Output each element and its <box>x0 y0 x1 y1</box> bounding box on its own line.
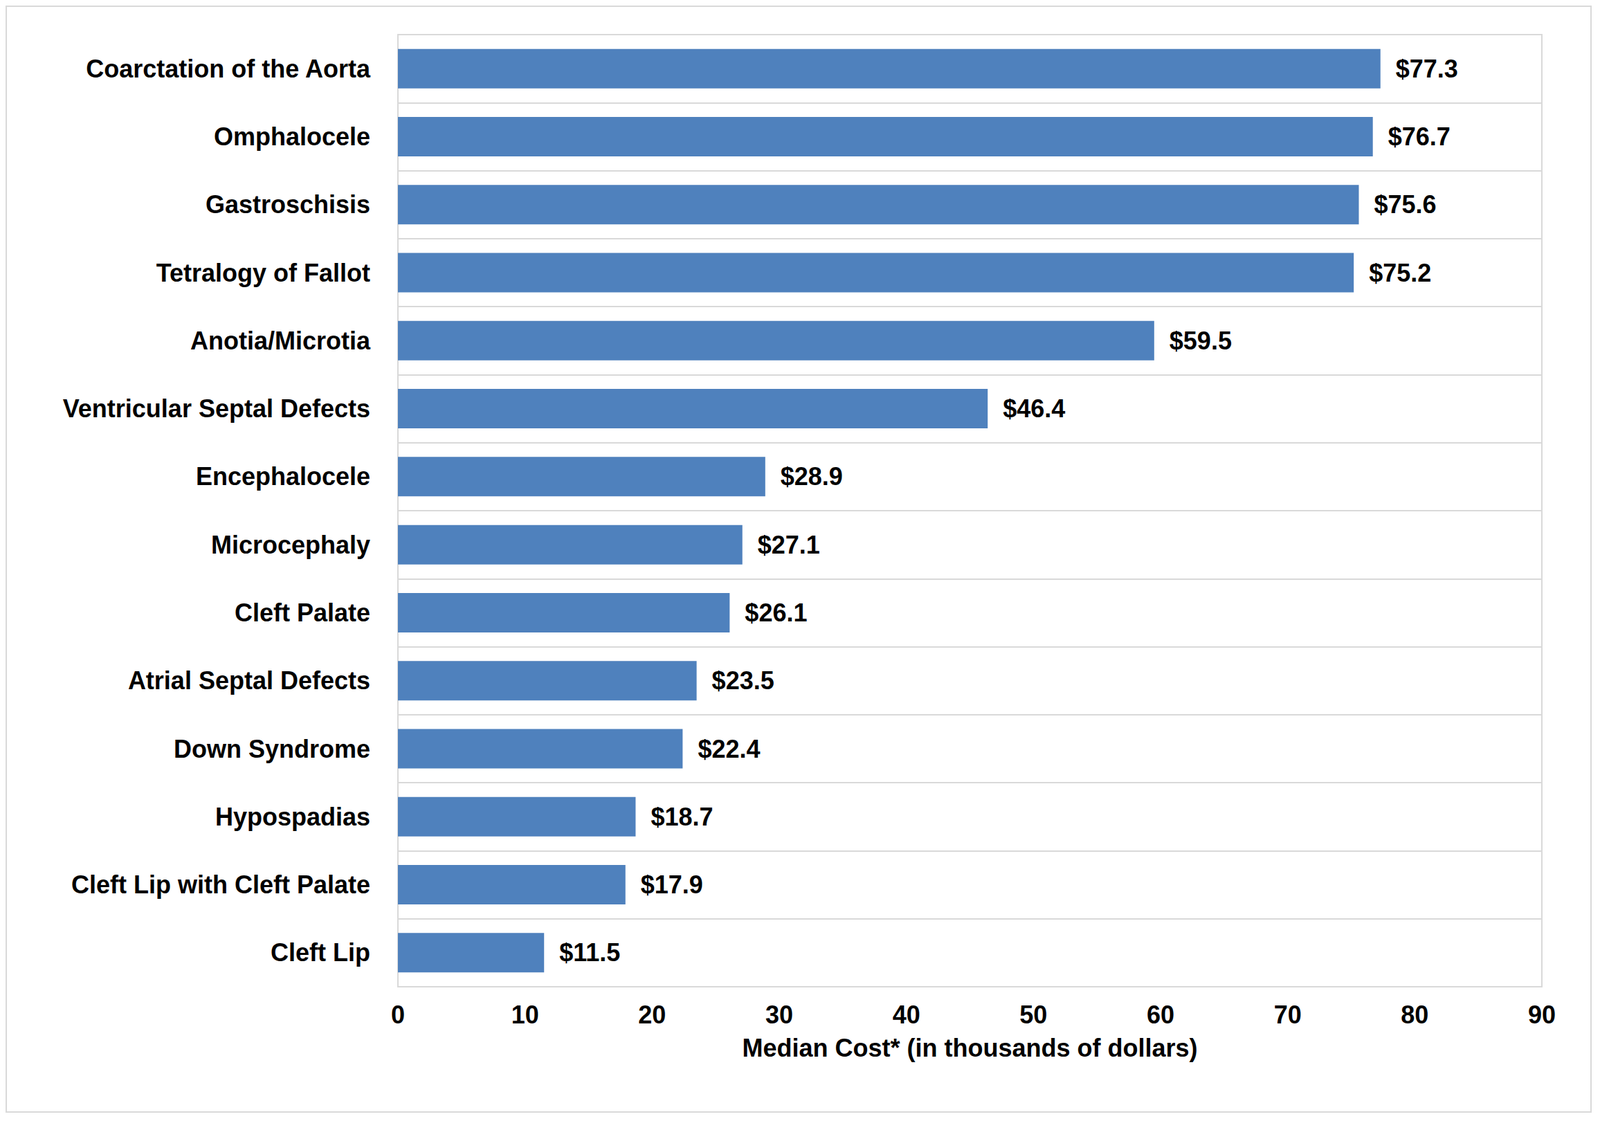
svg-text:Coarctation of the Aorta: Coarctation of the Aorta <box>85 54 371 84</box>
svg-text:$23.5: $23.5 <box>712 666 775 695</box>
svg-text:Cleft Palate: Cleft Palate <box>234 598 371 627</box>
svg-text:$75.6: $75.6 <box>1374 190 1437 219</box>
svg-text:10: 10 <box>511 1000 540 1030</box>
svg-text:Omphalocele: Omphalocele <box>213 122 371 151</box>
svg-text:Gastroschisis: Gastroschisis <box>205 190 371 219</box>
svg-text:Microcephaly: Microcephaly <box>211 530 371 560</box>
svg-text:Cleft Lip: Cleft Lip <box>270 938 371 967</box>
svg-text:Hypospadias: Hypospadias <box>215 802 371 832</box>
svg-text:70: 70 <box>1274 1000 1302 1030</box>
svg-text:$26.1: $26.1 <box>744 598 807 627</box>
svg-text:20: 20 <box>638 1000 666 1030</box>
svg-text:30: 30 <box>765 1000 794 1030</box>
svg-text:50: 50 <box>1019 1000 1048 1030</box>
svg-text:$59.5: $59.5 <box>1169 326 1232 356</box>
svg-text:Cleft Lip with Cleft Palate: Cleft Lip with Cleft Palate <box>71 870 371 899</box>
svg-text:Encephalocele: Encephalocele <box>195 462 371 491</box>
svg-text:$28.9: $28.9 <box>780 462 843 491</box>
svg-text:$17.9: $17.9 <box>640 870 704 899</box>
svg-text:60: 60 <box>1146 1000 1175 1030</box>
svg-text:$75.2: $75.2 <box>1368 258 1432 288</box>
svg-text:40: 40 <box>892 1000 921 1030</box>
svg-text:Anotia/Microtia: Anotia/Microtia <box>190 326 371 356</box>
svg-text:Median Cost* (in thousands of: Median Cost* (in thousands of dollars) <box>741 1033 1198 1063</box>
svg-text:$77.3: $77.3 <box>1395 54 1459 84</box>
svg-text:$11.5: $11.5 <box>559 938 621 967</box>
svg-text:Ventricular Septal Defects: Ventricular Septal Defects <box>62 394 371 423</box>
svg-text:Atrial Septal Defects: Atrial Septal Defects <box>128 666 371 695</box>
svg-text:0: 0 <box>391 1000 405 1030</box>
svg-text:Tetralogy of Fallot: Tetralogy of Fallot <box>156 258 371 288</box>
svg-text:$27.1: $27.1 <box>757 530 821 560</box>
svg-text:90: 90 <box>1528 1000 1556 1030</box>
svg-text:$76.7: $76.7 <box>1388 122 1451 151</box>
svg-text:80: 80 <box>1400 1000 1429 1030</box>
svg-text:Down Syndrome: Down Syndrome <box>173 734 371 764</box>
svg-text:$18.7: $18.7 <box>650 802 713 832</box>
svg-text:$46.4: $46.4 <box>1002 394 1066 423</box>
svg-text:$22.4: $22.4 <box>697 734 760 764</box>
